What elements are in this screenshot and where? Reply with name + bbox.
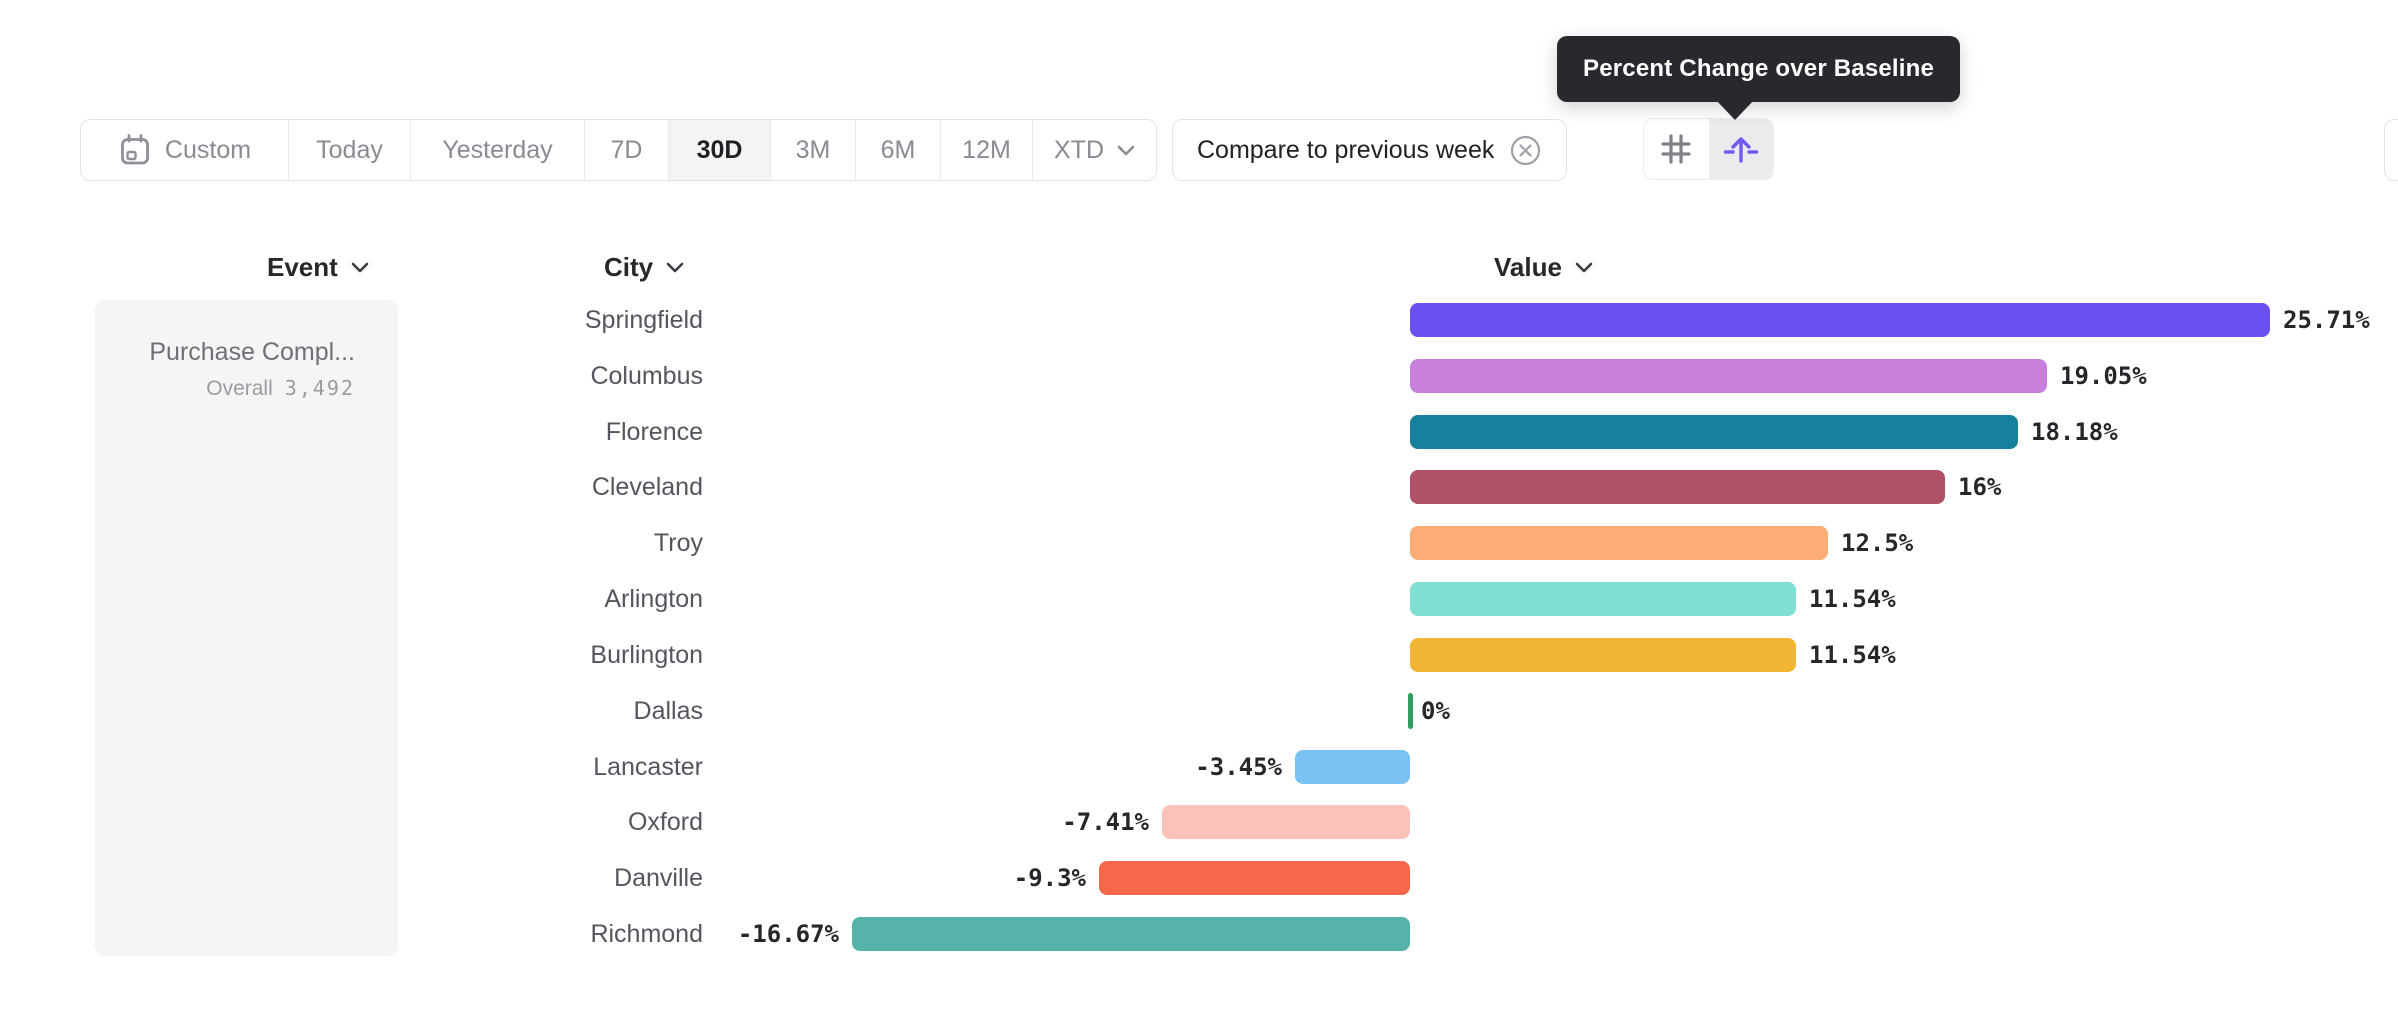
event-card-purchase-completed[interactable]: Purchase Compl... Overall 3,492 bbox=[95, 300, 398, 956]
bar-troy[interactable] bbox=[1410, 526, 1828, 560]
value-label: 11.54% bbox=[1809, 585, 1896, 613]
value-label: -9.3% bbox=[1013, 864, 1086, 892]
city-label: Richmond bbox=[590, 920, 703, 948]
chevron-down-icon bbox=[666, 262, 684, 273]
bar-dallas[interactable] bbox=[1408, 693, 1413, 729]
date-range-3m[interactable]: 3M bbox=[771, 120, 856, 180]
city-label: Troy bbox=[653, 529, 703, 557]
date-range-control: Custom Today Yesterday 7D 30D 3M 6M 12M … bbox=[80, 119, 1157, 181]
chevron-down-icon bbox=[1575, 262, 1593, 273]
event-overall: Overall 3,492 bbox=[206, 376, 355, 401]
value-label: -16.67% bbox=[737, 920, 839, 948]
chart-view-toggle-group bbox=[1643, 118, 1774, 180]
date-range-7d[interactable]: 7D bbox=[585, 120, 669, 180]
value-label: 25.71% bbox=[2283, 306, 2370, 334]
city-label: Columbus bbox=[590, 362, 703, 390]
date-range-yesterday[interactable]: Yesterday bbox=[411, 120, 585, 180]
compare-to-previous-week-button[interactable]: Compare to previous week bbox=[1172, 119, 1568, 181]
date-range-today[interactable]: Today bbox=[289, 120, 411, 180]
value-label: 16% bbox=[1958, 473, 2002, 501]
grid-hash-icon[interactable] bbox=[1644, 119, 1709, 179]
bar-arlington[interactable] bbox=[1410, 582, 1796, 616]
chart-row-cleveland: Cleveland 16% bbox=[0, 459, 2398, 515]
bar-cleveland[interactable] bbox=[1410, 470, 1945, 504]
bar-columbus[interactable] bbox=[1410, 359, 2047, 393]
column-header-event[interactable]: Event bbox=[267, 250, 369, 284]
date-range-label: Custom bbox=[164, 135, 252, 164]
compare-label: Compare to previous week bbox=[1197, 135, 1495, 164]
chart-row-richmond: Richmond -16.67% bbox=[0, 906, 2398, 962]
calendar-icon bbox=[118, 133, 152, 167]
city-label: Oxford bbox=[627, 808, 703, 836]
bar-lancaster[interactable] bbox=[1295, 750, 1410, 784]
overall-value: 3,492 bbox=[284, 376, 355, 400]
chart-row-lancaster: Lancaster -3.45% bbox=[0, 739, 2398, 795]
date-range-custom[interactable]: Custom bbox=[81, 120, 289, 180]
chart-row-oxford: Oxford -7.41% bbox=[0, 794, 2398, 850]
value-label: -7.41% bbox=[1062, 808, 1149, 836]
column-header-value[interactable]: Value bbox=[1494, 250, 1593, 284]
percent-change-tooltip: Percent Change over Baseline bbox=[1557, 36, 1961, 102]
chart-row-troy: Troy 12.5% bbox=[0, 515, 2398, 571]
bar-danville[interactable] bbox=[1099, 861, 1410, 895]
city-label: Cleveland bbox=[591, 473, 703, 501]
city-label: Florence bbox=[605, 418, 703, 446]
event-title: Purchase Compl... bbox=[149, 338, 355, 366]
value-label: 11.54% bbox=[1809, 641, 1896, 669]
value-label: 12.5% bbox=[1841, 529, 1914, 557]
bar-richmond[interactable] bbox=[852, 917, 1410, 951]
chart-row-columbus: Columbus 19.05% bbox=[0, 348, 2398, 404]
city-label: Arlington bbox=[604, 585, 703, 613]
city-label: Dallas bbox=[633, 697, 703, 725]
bar-oxford[interactable] bbox=[1162, 805, 1410, 839]
chevron-down-icon bbox=[1117, 145, 1135, 156]
column-header-city[interactable]: City bbox=[604, 250, 684, 284]
chart-row-burlington: Burlington 11.54% bbox=[0, 627, 2398, 683]
date-range-6m[interactable]: 6M bbox=[856, 120, 941, 180]
value-label: 19.05% bbox=[2060, 362, 2147, 390]
value-label: 18.18% bbox=[2031, 418, 2118, 446]
value-label: 0% bbox=[1421, 697, 1450, 725]
city-label: Danville bbox=[614, 864, 703, 892]
arrow-up-over-baseline-icon[interactable] bbox=[1708, 119, 1773, 179]
chart-row-dallas: Dallas 0% bbox=[0, 683, 2398, 739]
circle-x-icon[interactable] bbox=[1509, 134, 1542, 167]
date-range-12m[interactable]: 12M bbox=[941, 120, 1033, 180]
city-label: Burlington bbox=[590, 641, 703, 669]
city-label: Lancaster bbox=[593, 753, 703, 781]
value-label: -3.45% bbox=[1195, 753, 1282, 781]
city-label: Springfield bbox=[584, 306, 703, 334]
bar-florence[interactable] bbox=[1410, 415, 2018, 449]
clipped-toolbar-button[interactable] bbox=[2384, 119, 2398, 181]
tooltip-caret bbox=[1716, 100, 1754, 120]
chart-row-danville: Danville -9.3% bbox=[0, 850, 2398, 906]
date-range-xtd[interactable]: XTD bbox=[1033, 120, 1156, 180]
overall-label: Overall bbox=[206, 377, 273, 400]
chart-row-florence: Florence 18.18% bbox=[0, 404, 2398, 460]
chart-row-springfield: Springfield 25.71% bbox=[0, 292, 2398, 348]
chevron-down-icon bbox=[351, 262, 369, 273]
bar-springfield[interactable] bbox=[1410, 303, 2270, 337]
bar-burlington[interactable] bbox=[1410, 638, 1796, 672]
date-range-30d[interactable]: 30D bbox=[669, 120, 771, 180]
chart-row-arlington: Arlington 11.54% bbox=[0, 571, 2398, 627]
